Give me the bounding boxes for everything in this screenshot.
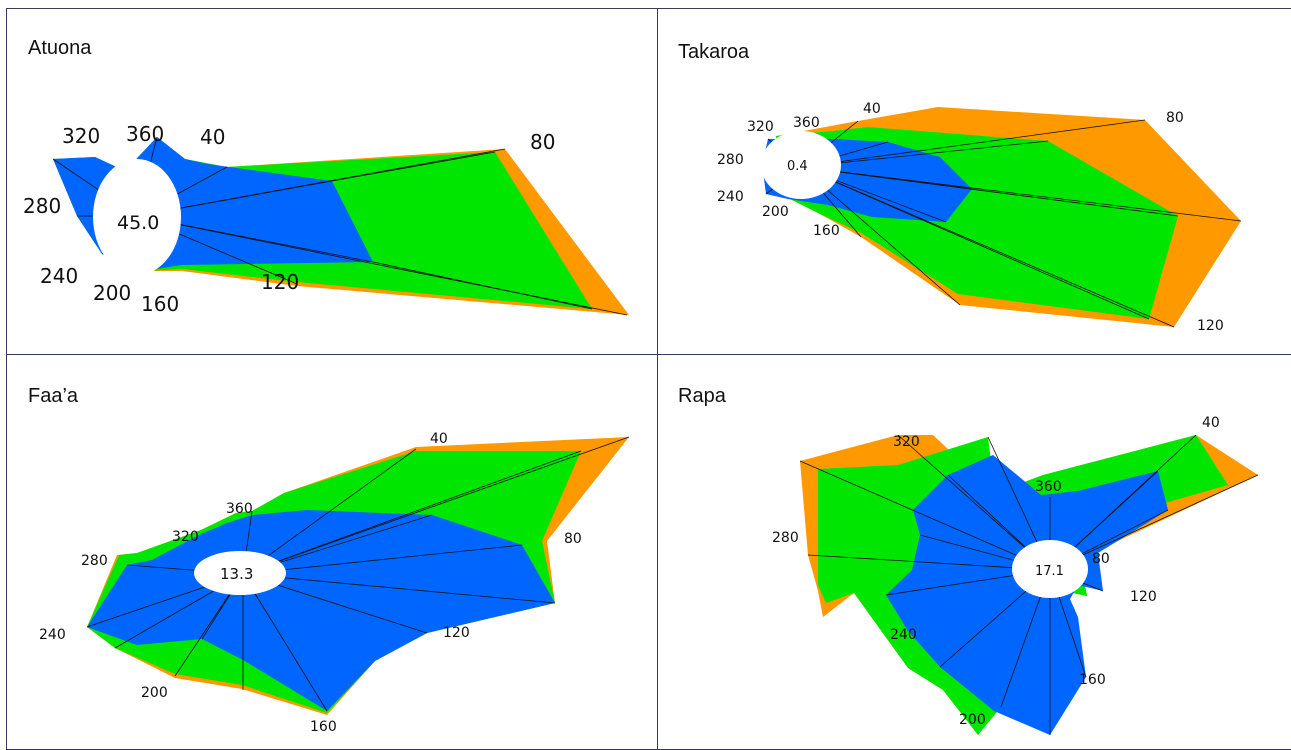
dir-label-120: 120 [1197,318,1224,334]
dir-label-280: 280 [81,553,108,569]
dir-label-120: 120 [1130,589,1157,605]
center-circle [93,159,181,275]
center-circle [1012,540,1088,598]
panel-faaa: Faa’a 13.3 40 80 120 160 200 240 [6,354,658,750]
wind-rose-takaroa: 0.4 40 80 120 160 200 240 280 320 360 [717,101,1242,334]
panel-title: Rapa [678,385,726,407]
dir-label-40: 40 [200,125,225,149]
dir-label-160: 160 [813,223,840,239]
dir-label-80: 80 [564,531,582,547]
dir-label-360: 360 [1035,479,1062,495]
dir-label-280: 280 [23,194,61,218]
center-value: 0.4 [787,159,808,174]
dir-label-80: 80 [1166,110,1184,126]
panel-title: Takaroa [678,41,750,63]
wind-rose-rapa: 17.1 40 80 120 160 200 240 280 320 360 [772,415,1259,735]
dir-label-200: 200 [93,281,131,305]
wind-rose-faaa: 13.3 40 80 120 160 200 240 280 320 360 [39,431,630,735]
dir-label-320: 320 [62,124,100,148]
dir-label-80: 80 [530,130,555,154]
dir-label-320: 320 [893,434,920,450]
dir-label-160: 160 [141,292,179,316]
dir-label-200: 200 [141,685,168,701]
dir-label-40: 40 [430,431,448,447]
dir-label-200: 200 [959,712,986,728]
dir-label-280: 280 [717,152,744,168]
band-blue [87,510,555,711]
center-value: 45.0 [117,212,159,234]
dir-label-200: 200 [762,204,789,220]
panel-title: Atuona [28,37,92,59]
dir-label-80: 80 [1092,551,1110,567]
center-circle [194,551,286,595]
dir-label-360: 360 [226,501,253,517]
dir-label-160: 160 [310,719,337,735]
center-value: 17.1 [1035,564,1064,579]
dir-label-120: 120 [261,270,299,294]
dir-label-240: 240 [39,627,66,643]
dir-label-40: 40 [1202,415,1220,431]
center-circle [761,131,841,199]
dir-label-40: 40 [863,101,881,117]
wind-rose-grid: Atuona 45.0 40 80 120 160 200 240 280 32… [6,8,1291,750]
dir-label-320: 320 [172,529,199,545]
dir-label-160: 160 [1079,672,1106,688]
dir-label-240: 240 [890,627,917,643]
panel-atuona: Atuona 45.0 40 80 120 160 200 240 280 32… [6,8,658,355]
dir-label-240: 240 [40,264,78,288]
dir-label-280: 280 [772,530,799,546]
dir-label-360: 360 [126,122,164,146]
panel-takaroa: Takaroa 0.4 40 80 120 160 200 240 280 [657,8,1291,355]
dir-label-320: 320 [747,119,774,135]
dir-label-360: 360 [793,115,820,131]
center-value: 13.3 [220,565,253,583]
band-blue [886,455,1168,735]
dir-label-240: 240 [717,189,744,205]
panel-rapa: Rapa 17.1 40 80 120 160 200 24 [657,354,1291,750]
panel-title: Faa’a [28,385,79,407]
wind-rose-atuona: 45.0 40 80 120 160 200 240 280 320 360 [23,122,629,316]
dir-label-120: 120 [443,625,470,641]
